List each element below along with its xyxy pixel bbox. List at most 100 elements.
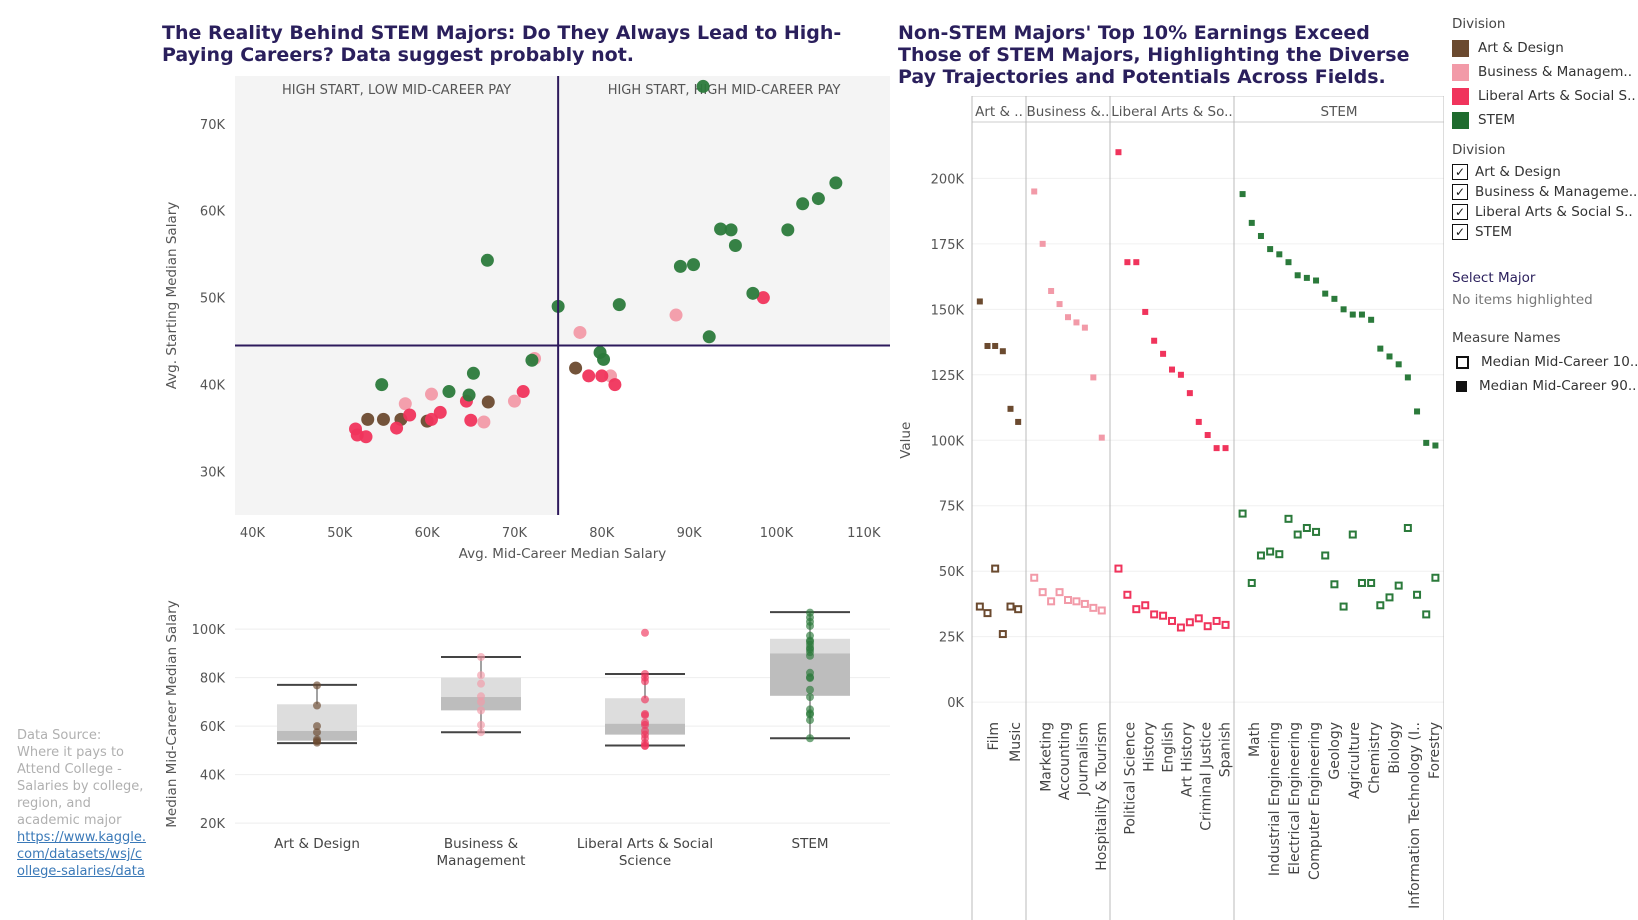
x-tick-label: 70K [502, 526, 528, 541]
y-tick-label: 20K [200, 817, 226, 832]
checkbox-checked-icon[interactable]: ✓ [1452, 224, 1468, 240]
legend-label: Business & Managem.. [1478, 64, 1632, 80]
scatter-point [516, 385, 530, 399]
p90-marker [1151, 337, 1158, 344]
major-label: Agriculture [1347, 722, 1363, 799]
box-plot-chart[interactable]: 20K 40K 60K 80K 100K Median Mid-Career Median… [150, 600, 890, 920]
select-major-value[interactable]: No items highlighted [1452, 292, 1593, 308]
measure-names-title: Measure Names [1452, 330, 1561, 346]
p90-marker [1313, 277, 1320, 284]
y-tick-label: 80K [200, 672, 226, 687]
legend-item-p10[interactable]: Median Mid-Career 10.. [1452, 350, 1638, 374]
scatter-point [673, 259, 687, 273]
box-data-point [477, 653, 485, 661]
p10-marker [1376, 601, 1385, 610]
division-dot-chart[interactable]: 0K 25K 50K 75K 100K 125K 150K 175K 200K Value Art … [892, 96, 1444, 920]
major-label: Electrical Engineering [1287, 722, 1303, 875]
p10-marker [1367, 578, 1376, 587]
filter-checkbox-art-design[interactable]: ✓ Art & Design [1452, 162, 1638, 182]
p90-marker [1432, 442, 1439, 449]
scatter-point [398, 397, 412, 411]
legend-swatch [1452, 63, 1469, 81]
p10-marker [1339, 602, 1348, 611]
category-label: STEM [792, 836, 829, 852]
p10-marker [1293, 530, 1302, 539]
p90-marker [1303, 274, 1310, 281]
p10-marker [1141, 601, 1150, 610]
scatter-point [480, 253, 494, 267]
p10-marker [1422, 610, 1431, 619]
major-label: Computer Engineering [1307, 722, 1323, 880]
p90-marker [1213, 445, 1220, 452]
legend-item-p90[interactable]: Median Mid-Career 90.. [1452, 374, 1638, 398]
filter-label: Liberal Arts & Social S.. [1475, 204, 1633, 220]
scatter-point [481, 395, 495, 409]
y-tick-label: 100K [192, 623, 226, 638]
box-data-point [477, 671, 485, 680]
scatter-point [595, 369, 609, 383]
legend-item-art-design[interactable]: Art & Design [1452, 36, 1638, 60]
scatter-point [696, 79, 710, 93]
p10-marker [1030, 573, 1039, 582]
filter-checkbox-business[interactable]: ✓ Business & Manageme.. [1452, 182, 1638, 202]
y-tick-label: 30K [200, 466, 226, 481]
p90-marker [1031, 188, 1038, 195]
panel-header: Business &.. [1027, 104, 1110, 120]
p10-marker [1150, 610, 1159, 619]
y-tick-label: 150K [931, 303, 965, 318]
p10-marker [983, 609, 992, 618]
major-label: Political Science [1123, 722, 1139, 835]
checkbox-checked-icon[interactable]: ✓ [1452, 164, 1468, 180]
scatter-point [669, 308, 683, 322]
p10-marker [1089, 603, 1098, 612]
y-tick-label: 200K [931, 172, 965, 187]
division-color-legend-title: Division [1452, 16, 1506, 32]
box-data-point [477, 720, 485, 729]
scatter-point [811, 192, 825, 206]
major-label: Criminal Justice [1199, 722, 1215, 831]
scatter-point [425, 412, 438, 426]
p10-marker [998, 630, 1007, 639]
legend-item-business[interactable]: Business & Managem.. [1452, 60, 1638, 84]
p90-marker [1276, 251, 1283, 258]
data-source-link[interactable]: https://www.kaggle.com/datasets/wsj/coll… [17, 830, 146, 879]
major-label: Accounting [1057, 722, 1073, 800]
p10-marker [1080, 599, 1089, 608]
p10-marker [1064, 596, 1072, 605]
p10-marker [1159, 611, 1168, 620]
box-data-point [477, 706, 485, 715]
p10-marker [1394, 581, 1403, 590]
p90-marker [1204, 432, 1211, 439]
p90-marker [1377, 345, 1384, 352]
p90-marker [1186, 390, 1193, 397]
box-data-point [806, 685, 814, 694]
checkbox-checked-icon[interactable]: ✓ [1452, 184, 1468, 200]
filter-checkbox-stem[interactable]: ✓ STEM [1452, 222, 1638, 242]
major-label: Journalism [1075, 722, 1091, 796]
legend-panel: Division Art & Design Business & Managem… [1452, 16, 1638, 398]
legend-label: Art & Design [1478, 40, 1564, 56]
p10-marker [1047, 597, 1056, 606]
category-label: Business & [444, 836, 519, 852]
filter-checkbox-liberal-arts[interactable]: ✓ Liberal Arts & Social S.. [1452, 202, 1638, 222]
x-tick-label: 40K [240, 526, 266, 541]
x-tick-label: 50K [327, 526, 353, 541]
category-label: Management [437, 853, 526, 869]
p90-marker [1257, 232, 1264, 239]
scatter-point [746, 286, 760, 300]
category-label: Liberal Arts & Social [577, 836, 713, 852]
p90-marker [1239, 191, 1246, 198]
checkbox-checked-icon[interactable]: ✓ [1452, 204, 1468, 220]
p10-marker [1302, 523, 1311, 532]
quadrant-scatter-chart[interactable]: HIGH START, LOW MID-CAREER PAY HIGH START… [150, 70, 890, 590]
p90-marker [1267, 246, 1274, 253]
y-tick-label: 75K [939, 500, 965, 515]
data-source-note: Data Source: Where it pays to Attend Col… [17, 727, 147, 880]
p90-marker [1414, 408, 1421, 415]
major-label: Spanish [1218, 722, 1234, 777]
p90-marker [1115, 149, 1122, 156]
p10-marker [1221, 620, 1230, 629]
legend-item-liberal-arts[interactable]: Liberal Arts & Social S.. [1452, 84, 1638, 108]
legend-item-stem[interactable]: STEM [1452, 108, 1638, 132]
p90-marker [1340, 306, 1347, 313]
